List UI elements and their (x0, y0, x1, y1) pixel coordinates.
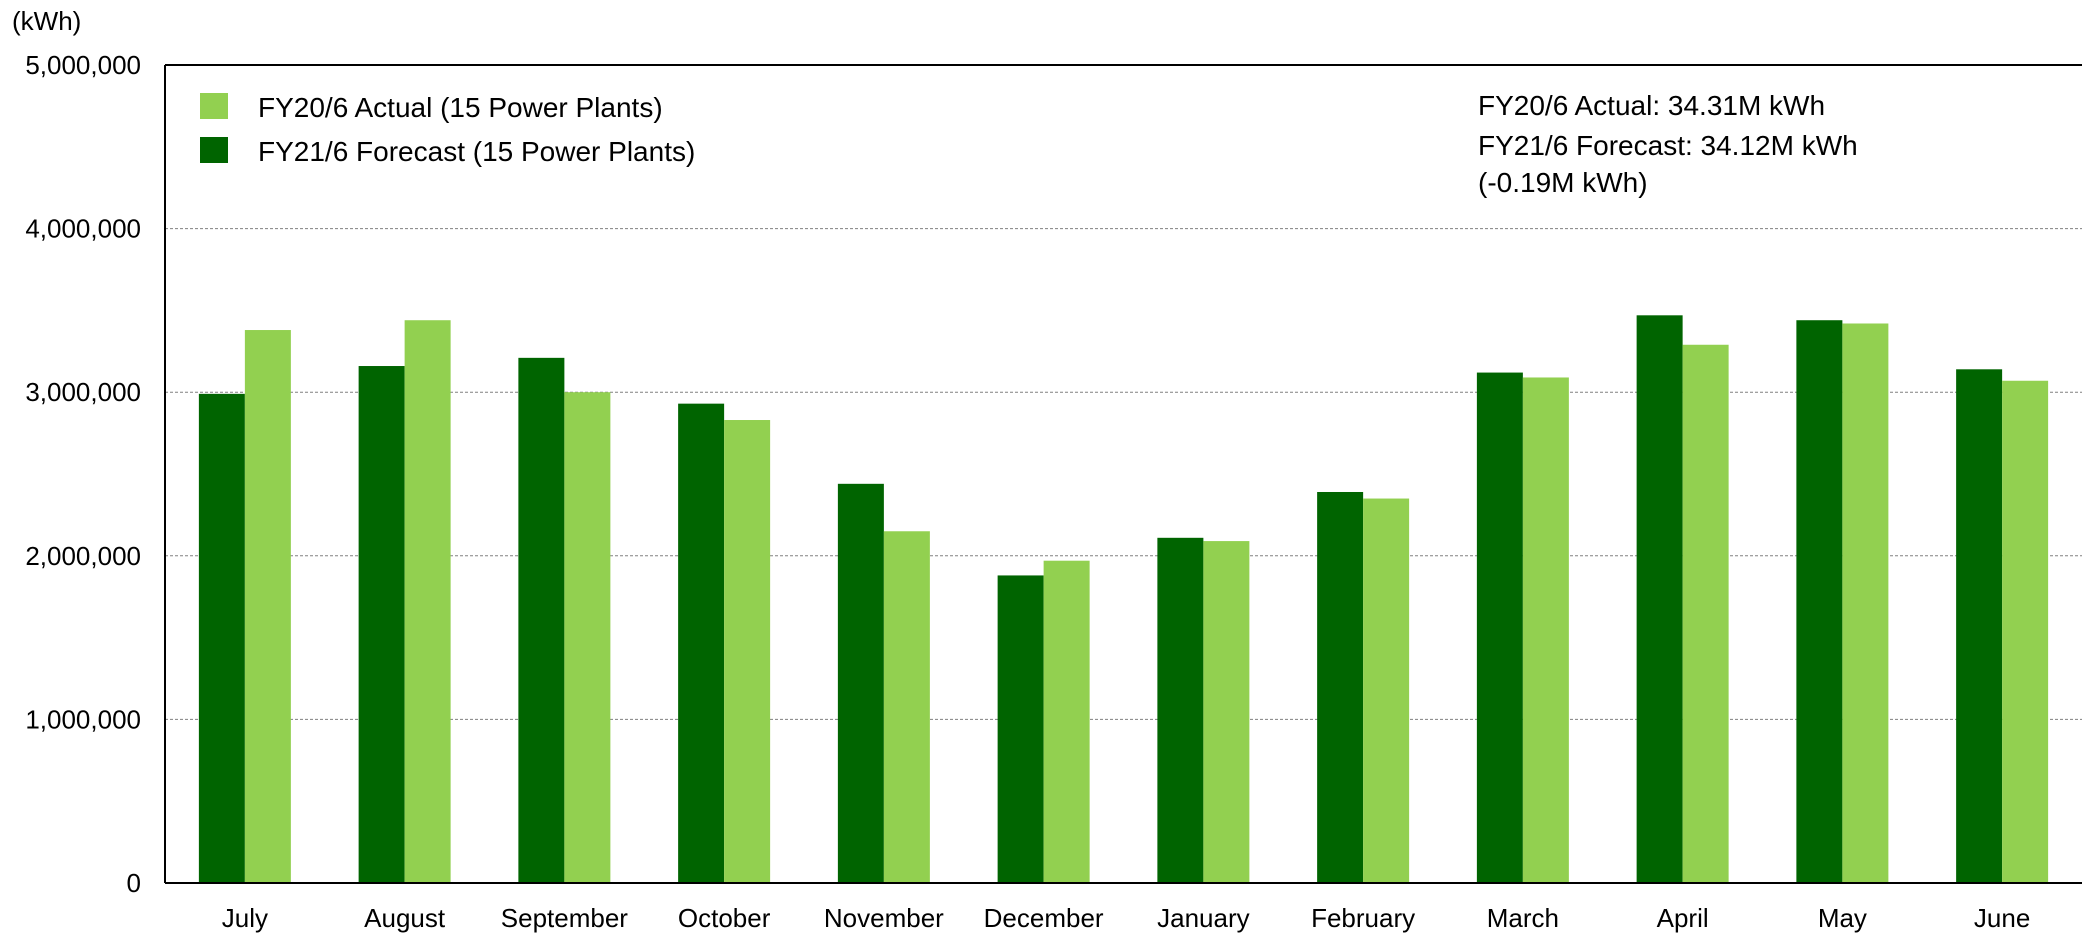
x-tick-label: January (1157, 903, 1250, 933)
legend: FY20/6 Actual (15 Power Plants) FY21/6 F… (200, 92, 695, 167)
bar-actual (1682, 344, 1729, 884)
legend-swatch-forecast (200, 137, 228, 163)
legend-label-actual: FY20/6 Actual (15 Power Plants) (258, 92, 663, 123)
x-axis-ticks: July August September October November Decemb… (222, 903, 2031, 933)
y-tick-label: 1,000,000 (25, 704, 141, 734)
bar-forecast (518, 357, 565, 883)
bar-forecast (1317, 491, 1364, 883)
y-tick-label: 2,000,000 (25, 541, 141, 571)
y-axis-unit-label: (kWh) (12, 6, 81, 36)
x-tick-label: October (678, 903, 771, 933)
bar-actual (404, 320, 451, 883)
x-tick-label: July (222, 903, 268, 933)
bar-forecast (1636, 315, 1683, 884)
bar-actual (1363, 498, 1410, 883)
bar-actual (244, 330, 291, 884)
x-tick-label: November (824, 903, 944, 933)
axes (164, 64, 2082, 884)
bar-forecast (1956, 369, 2003, 883)
y-tick-label: 5,000,000 (25, 50, 141, 80)
bar-actual (1522, 377, 1569, 883)
bar-actual (1842, 323, 1889, 883)
y-tick-label: 4,000,000 (25, 214, 141, 244)
y-tick-label: 3,000,000 (25, 377, 141, 407)
bar-forecast (1157, 537, 1204, 883)
bar-actual (2002, 380, 2049, 883)
bar-actual (883, 531, 930, 883)
bar-actual (564, 392, 611, 883)
x-tick-label: March (1487, 903, 1559, 933)
bar-actual (724, 420, 771, 883)
bar-forecast (997, 575, 1044, 883)
annotation-difference: (-0.19M kWh) (1478, 167, 1648, 198)
annotation-forecast-total: FY21/6 Forecast: 34.12M kWh (1478, 130, 1858, 161)
bar-forecast (358, 366, 405, 883)
legend-swatch-actual (200, 93, 228, 119)
bar-forecast (1476, 372, 1523, 883)
bar-forecast (678, 403, 725, 883)
totals-annotation: FY20/6 Actual: 34.31M kWh FY21/6 Forecas… (1478, 90, 1858, 198)
bar-actual (1203, 541, 1250, 883)
y-tick-label: 0 (127, 868, 141, 898)
x-tick-label: August (364, 903, 446, 933)
x-tick-label: April (1657, 903, 1709, 933)
x-tick-label: June (1974, 903, 2030, 933)
bar-forecast (1796, 320, 1843, 883)
x-tick-label: December (984, 903, 1104, 933)
x-tick-label: February (1311, 903, 1415, 933)
x-tick-label: September (501, 903, 629, 933)
gridlines (165, 228, 2082, 720)
legend-label-forecast: FY21/6 Forecast (15 Power Plants) (258, 136, 695, 167)
bar-actual (1043, 560, 1090, 883)
bar-forecast (837, 483, 884, 883)
annotation-actual-total: FY20/6 Actual: 34.31M kWh (1478, 90, 1825, 121)
y-axis-ticks: 0 1,000,000 2,000,000 3,000,000 4,000,000 5,0… (25, 50, 141, 898)
bar-forecast (198, 393, 245, 883)
bars (198, 315, 2049, 884)
x-tick-label: May (1818, 903, 1867, 933)
